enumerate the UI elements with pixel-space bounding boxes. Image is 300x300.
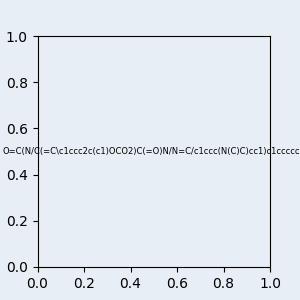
Text: O=C(N/C(=C\c1ccc2c(c1)OCO2)C(=O)N/N=C/c1ccc(N(C)C)cc1)c1ccccc1: O=C(N/C(=C\c1ccc2c(c1)OCO2)C(=O)N/N=C/c1… — [2, 147, 300, 156]
